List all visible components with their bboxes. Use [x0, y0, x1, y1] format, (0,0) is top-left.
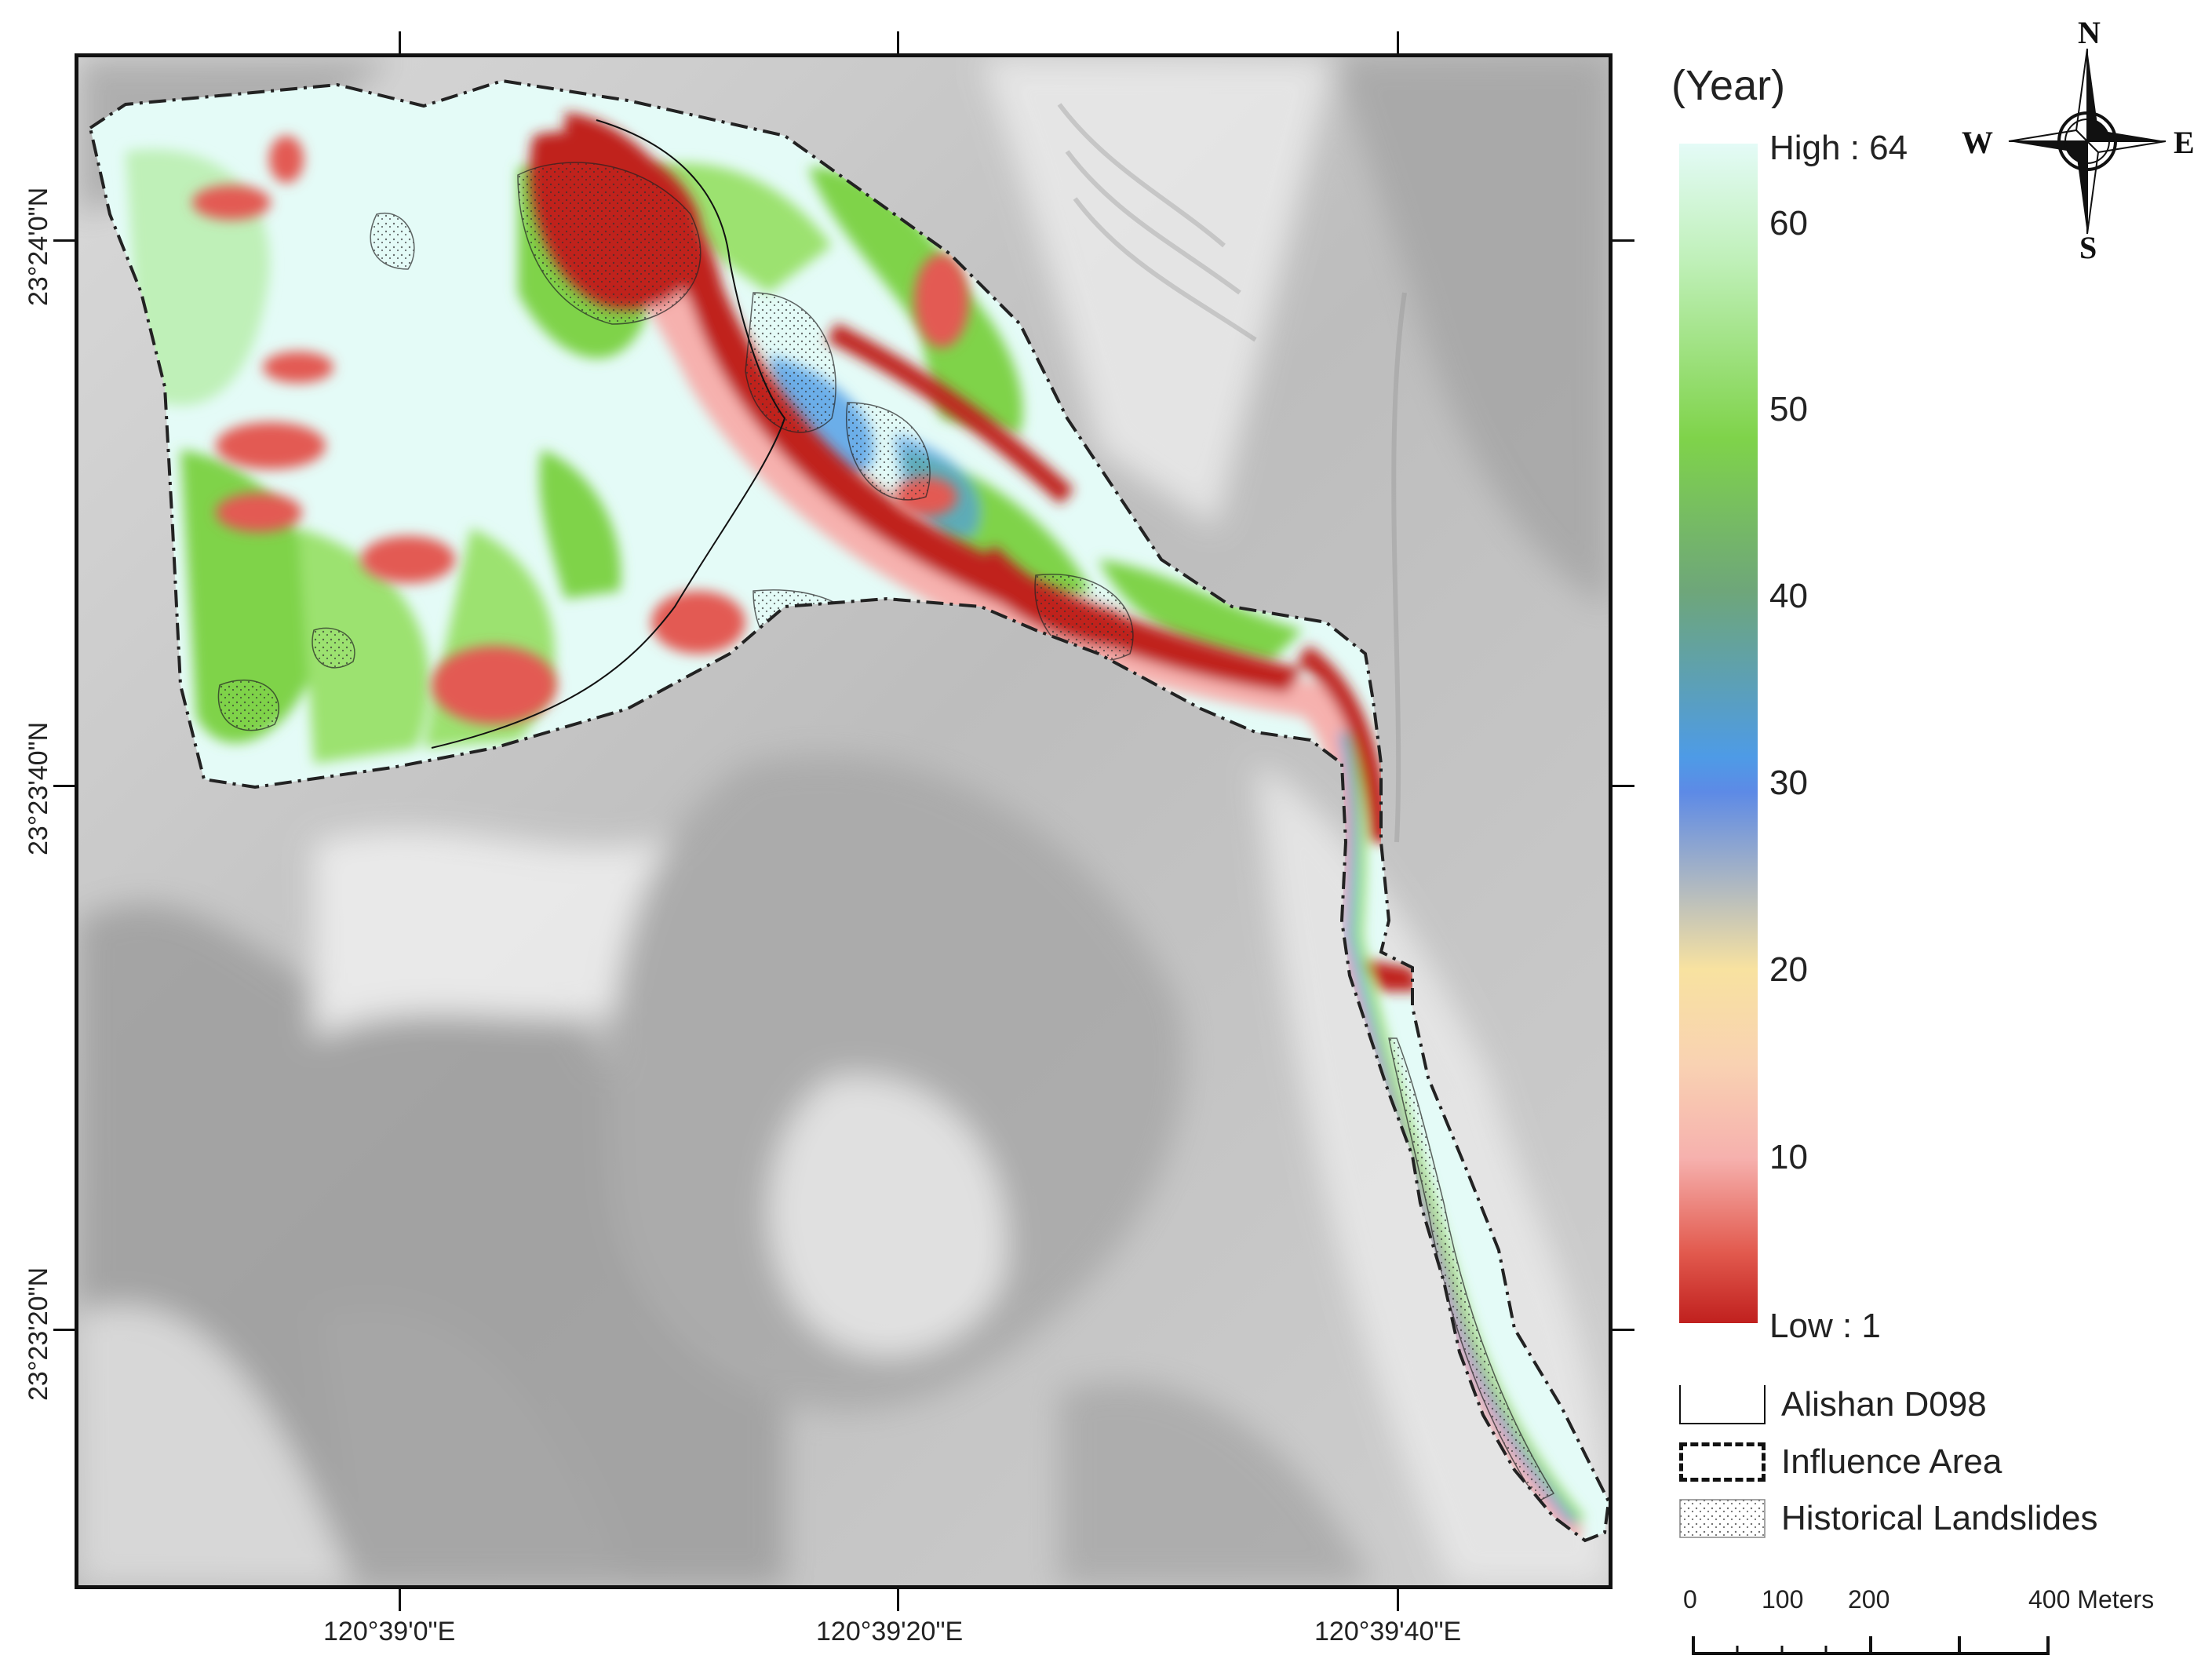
compass-s-label: S — [2079, 230, 2097, 265]
legend-item-historical-landslides: Historical Landslides — [1679, 1499, 2150, 1542]
scale-label-400: 400 Meters — [2028, 1585, 2155, 1613]
scale-label-0: 0 — [1683, 1585, 1697, 1613]
colorbar-low-label: Low : 1 — [1769, 1307, 1881, 1345]
colorbar-tick-label: 60 — [1769, 204, 1808, 242]
y-tick-left-2 — [53, 785, 75, 787]
legend-item-label: Historical Landslides — [1781, 1499, 2098, 1537]
x-tick-label: 120°39'40"E — [1314, 1617, 1462, 1646]
map-frame[interactable] — [75, 53, 1613, 1589]
color-ramp-bar — [1679, 144, 1758, 1323]
stippled-polygon-icon — [1679, 1499, 1766, 1538]
colorbar-high-label: High : 64 — [1769, 129, 1908, 167]
x-tick-bottom-1 — [399, 1589, 401, 1611]
colorbar-tick-label: 20 — [1769, 950, 1808, 989]
x-tick-bottom-3 — [1397, 1589, 1399, 1611]
compass-n-label: N — [2078, 15, 2101, 50]
colorbar-tick-label: 50 — [1769, 390, 1808, 428]
colorbar-tick-label: 10 — [1769, 1138, 1808, 1176]
y-tick-left-1 — [53, 239, 75, 242]
x-tick-top-1 — [399, 31, 401, 53]
map-canvas[interactable] — [78, 57, 1609, 1585]
compass-rose-graphic — [2008, 48, 2166, 235]
thin-line-symbol-icon — [1679, 1385, 1766, 1424]
legend-item-label: Alishan D098 — [1781, 1385, 1987, 1424]
y-tick-label: 23°24'0"N — [24, 187, 53, 306]
north-arrow-compass-rose-icon: N S W E — [1962, 15, 2197, 267]
scale-label-200: 200 — [1848, 1585, 1890, 1613]
x-tick-top-3 — [1397, 31, 1399, 53]
legend-title: (Year) — [1671, 62, 1786, 109]
scale-bar-graphic — [1692, 1636, 2050, 1655]
legend-item-alishan: Alishan D098 — [1679, 1385, 2150, 1428]
y-tick-left-3 — [53, 1329, 75, 1331]
x-tick-label: 120°39'0"E — [323, 1617, 456, 1646]
influence-area-boundary — [88, 78, 1609, 1543]
compass-e-label: E — [2174, 125, 2195, 160]
legend-item-label: Influence Area — [1781, 1442, 2002, 1481]
dash-dot-boundary-icon — [1679, 1442, 1766, 1482]
scale-label-100: 100 — [1762, 1585, 1804, 1613]
colorbar-tick-label: 40 — [1769, 577, 1808, 615]
legend-item-influence-area: Influence Area — [1679, 1442, 2150, 1486]
y-tick-label: 23°23'40"N — [24, 721, 53, 855]
y-tick-right-2 — [1613, 785, 1634, 787]
y-tick-right-1 — [1613, 239, 1634, 242]
x-tick-top-2 — [897, 31, 899, 53]
scale-bar: 0 100 200 400 Meters — [1671, 1585, 2205, 1664]
alishan-d098-line — [431, 119, 786, 749]
y-tick-label: 23°23'20"N — [24, 1267, 53, 1401]
x-tick-bottom-2 — [897, 1589, 899, 1611]
compass-w-label: W — [1962, 125, 1993, 160]
colorbar-tick-label: 30 — [1769, 764, 1808, 802]
x-tick-label: 120°39'20"E — [816, 1617, 964, 1646]
y-tick-right-3 — [1613, 1329, 1634, 1331]
